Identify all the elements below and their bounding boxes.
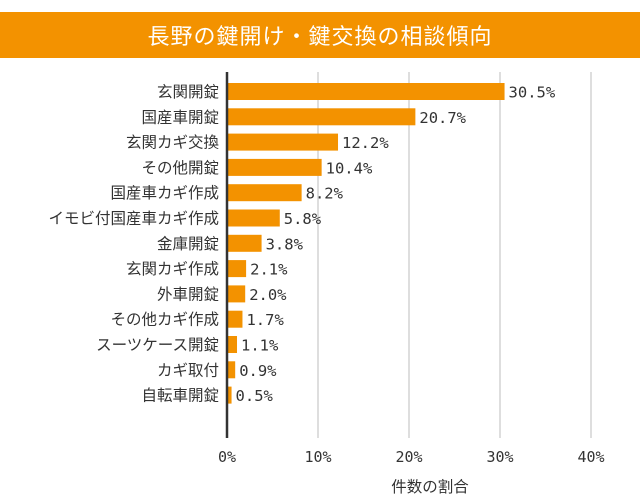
category-label: その他開錠 xyxy=(141,159,219,177)
bar xyxy=(227,260,247,278)
bar xyxy=(227,184,302,202)
labels: 0% 10% 20% 30% 40% 玄関開錠 30.5% 国産車開錠 20.7% 玄関カギ交換 1… xyxy=(48,83,604,466)
category-label: 玄関カギ交換 xyxy=(126,134,220,152)
category-label: 玄関開錠 xyxy=(157,83,219,101)
data-label: 12.2% xyxy=(342,134,389,152)
bar xyxy=(227,386,232,404)
category-label: 玄関カギ作成 xyxy=(126,260,219,278)
bar xyxy=(227,310,243,328)
bar xyxy=(227,133,339,151)
grid-lines xyxy=(317,72,592,438)
data-label: 20.7% xyxy=(419,109,466,127)
data-label: 2.0% xyxy=(249,286,287,304)
x-tick-label: 40% xyxy=(577,448,604,466)
bars xyxy=(225,72,505,438)
data-label: 5.8% xyxy=(284,210,322,228)
category-label: スーツケース開錠 xyxy=(96,336,219,354)
category-label: その他カギ作成 xyxy=(110,311,219,329)
category-label: カギ取付 xyxy=(157,361,219,379)
data-label: 30.5% xyxy=(509,84,556,102)
bar xyxy=(227,158,322,176)
category-label: イモビ付国産車カギ作成 xyxy=(48,210,219,228)
x-tick-label: 10% xyxy=(304,448,331,466)
data-label: 0.5% xyxy=(236,387,274,405)
data-label: 1.7% xyxy=(246,311,284,329)
category-label: 国産車カギ作成 xyxy=(110,184,219,202)
bar xyxy=(227,108,416,126)
data-label: 1.1% xyxy=(241,337,279,355)
x-tick-label: 30% xyxy=(486,448,513,466)
bar xyxy=(227,336,238,353)
x-tick-label: 0% xyxy=(218,448,236,466)
data-label: 8.2% xyxy=(306,185,344,203)
category-label: 国産車開錠 xyxy=(141,108,219,126)
chart-title: 長野の鍵開け・鍵交換の相談傾向 xyxy=(147,25,493,50)
category-label: 金庫開錠 xyxy=(157,235,219,253)
title-banner: 長野の鍵開け・鍵交換の相談傾向 xyxy=(0,12,640,58)
bar xyxy=(227,361,236,379)
data-label: 2.1% xyxy=(250,261,288,279)
category-label: 外車開錠 xyxy=(157,285,219,303)
bar xyxy=(227,234,262,252)
data-label: 0.9% xyxy=(239,362,277,380)
x-tick-label: 20% xyxy=(395,448,422,466)
data-label: 3.8% xyxy=(266,235,304,253)
data-label: 10.4% xyxy=(326,159,373,177)
x-axis-title: 件数の割合 xyxy=(391,478,469,496)
category-label: 自転車開錠 xyxy=(141,387,219,405)
bar xyxy=(227,83,505,100)
bar xyxy=(227,209,280,227)
bar xyxy=(227,285,246,303)
